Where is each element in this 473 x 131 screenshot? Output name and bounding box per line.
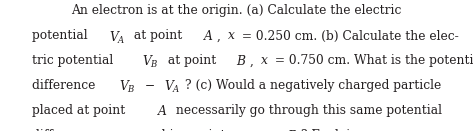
Text: = 0.250 cm. (b) Calculate the elec-: = 0.250 cm. (b) Calculate the elec- [238, 29, 459, 42]
Text: ? (c) Would a negatively charged particle: ? (c) Would a negatively charged particl… [185, 79, 441, 92]
Text: difference upon reaching point: difference upon reaching point [32, 129, 229, 131]
Text: −: − [140, 79, 158, 92]
Text: $V_A$: $V_A$ [164, 79, 180, 95]
Text: $x$: $x$ [227, 29, 236, 42]
Text: ,: , [250, 54, 257, 67]
Text: $A$: $A$ [158, 104, 169, 118]
Text: $A$: $A$ [203, 29, 214, 43]
Text: tric potential: tric potential [32, 54, 117, 67]
Text: $V_A$: $V_A$ [109, 29, 125, 46]
Text: difference: difference [32, 79, 99, 92]
Text: at point: at point [130, 29, 186, 42]
Text: at point: at point [164, 54, 219, 67]
Text: placed at point: placed at point [32, 104, 129, 117]
Text: = 0.750 cm. What is the potential: = 0.750 cm. What is the potential [271, 54, 473, 67]
Text: ,: , [217, 29, 225, 42]
Text: $V_B$: $V_B$ [119, 79, 136, 95]
Text: necessarily go through this same potential: necessarily go through this same potenti… [172, 104, 442, 117]
Text: $x$: $x$ [260, 54, 269, 67]
Text: potential: potential [32, 29, 92, 42]
Text: An electron is at the origin. (a) Calculate the electric: An electron is at the origin. (a) Calcul… [71, 4, 402, 17]
Text: $V_B$: $V_B$ [142, 54, 159, 70]
Text: $B$: $B$ [287, 129, 298, 131]
Text: $B$: $B$ [236, 54, 246, 68]
Text: ? Explain.: ? Explain. [300, 129, 362, 131]
